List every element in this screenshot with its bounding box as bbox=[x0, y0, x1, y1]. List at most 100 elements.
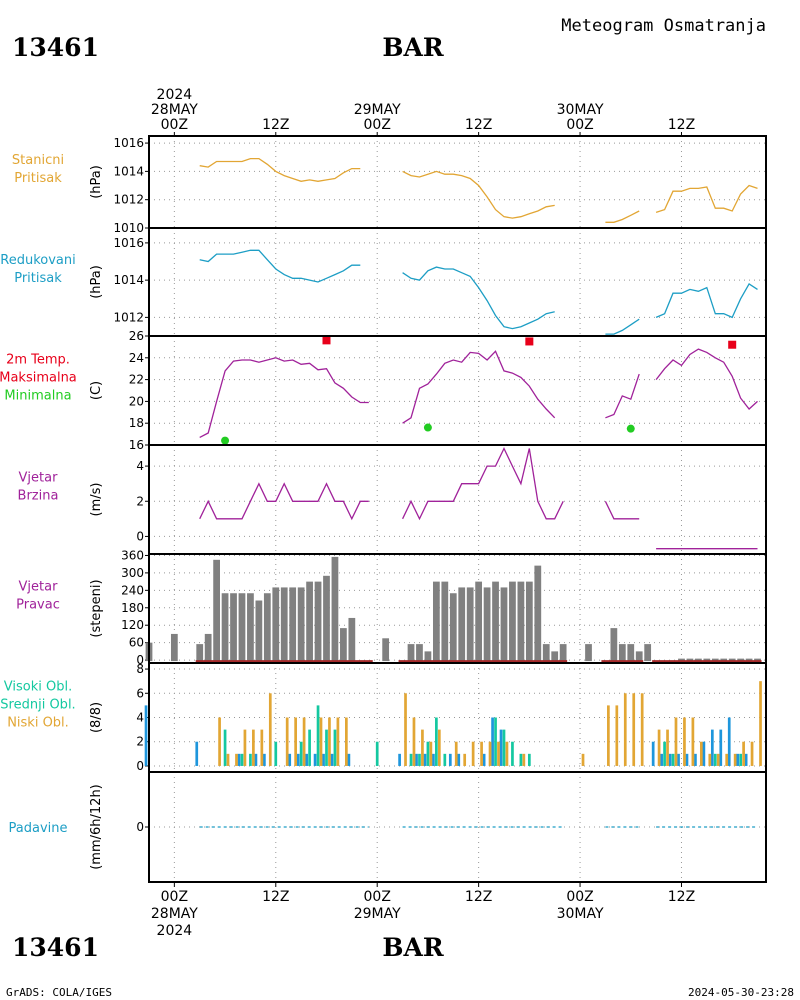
panel-title: Pritisak bbox=[14, 171, 62, 186]
series-line bbox=[199, 482, 369, 521]
cloud-bar bbox=[336, 717, 340, 766]
time-label-top: 12Z bbox=[465, 117, 492, 133]
direction-bar bbox=[170, 633, 178, 662]
series-line bbox=[199, 249, 361, 283]
direction-bar bbox=[618, 644, 626, 662]
cloud-bar bbox=[736, 753, 740, 766]
cloud-bar bbox=[750, 741, 754, 766]
direction-bar bbox=[466, 587, 474, 662]
direction-bar bbox=[441, 581, 449, 662]
panel-frame bbox=[148, 135, 767, 229]
cloud-bar bbox=[347, 753, 351, 766]
cloud-bar bbox=[691, 717, 695, 766]
min-temp-marker bbox=[626, 424, 635, 433]
cloud-bar bbox=[316, 705, 320, 766]
direction-bar bbox=[627, 644, 635, 662]
direction-bar bbox=[711, 658, 719, 662]
cloud-bar bbox=[296, 753, 300, 766]
direction-bar bbox=[492, 581, 499, 662]
cloud-bar bbox=[237, 753, 241, 766]
cloud-bar bbox=[305, 753, 308, 766]
cloud-bar bbox=[330, 753, 334, 766]
time-label-top: 2024 bbox=[157, 87, 193, 103]
y-tick-label: 18 bbox=[129, 416, 144, 430]
y-tick-label: 24 bbox=[129, 351, 144, 365]
direction-bar bbox=[196, 644, 204, 662]
cloud-bar bbox=[260, 729, 264, 766]
cloud-bar bbox=[288, 753, 292, 766]
cloud-bar bbox=[285, 717, 289, 766]
series-line bbox=[402, 350, 556, 424]
cloud-bar bbox=[404, 693, 407, 766]
direction-bar bbox=[280, 587, 288, 662]
cloud-bar bbox=[448, 753, 452, 766]
cloud-bar bbox=[581, 753, 585, 766]
direction-bar bbox=[610, 628, 618, 662]
cloud-bar bbox=[457, 753, 461, 766]
cloud-bar bbox=[313, 753, 317, 766]
cloud-bar bbox=[328, 717, 331, 766]
y-axis-label: (stepeni) bbox=[89, 579, 104, 637]
y-tick-label: 1016 bbox=[113, 136, 144, 150]
y-tick-label: 6 bbox=[136, 686, 144, 700]
cloud-bar bbox=[660, 753, 663, 766]
panel-title: Visoki Obl. bbox=[4, 680, 72, 695]
y-tick-label: 240 bbox=[121, 583, 144, 597]
direction-bar bbox=[416, 644, 423, 662]
series-line bbox=[655, 282, 758, 319]
direction-bar bbox=[221, 593, 229, 662]
direction-bar bbox=[695, 658, 702, 662]
y-tick-label: 4 bbox=[136, 711, 144, 725]
panel-title: Padavine bbox=[9, 821, 68, 836]
direction-bar bbox=[263, 593, 271, 662]
y-tick-label: 1016 bbox=[113, 236, 144, 250]
cloud-bar bbox=[519, 753, 523, 766]
cloud-bar bbox=[144, 705, 148, 766]
panel-wind_direction: 0 60 120 180 240 300 360 Vjetar Pravac (stepeni) bbox=[16, 548, 767, 667]
direction-bar bbox=[213, 559, 220, 662]
panel-frame bbox=[148, 335, 767, 446]
cloud-bar bbox=[685, 753, 689, 766]
panel-title: Vjetar bbox=[19, 580, 59, 595]
direction-bar bbox=[247, 593, 254, 662]
y-tick-label: 360 bbox=[121, 548, 144, 562]
y-tick-label: 300 bbox=[121, 566, 144, 580]
y-tick-label: 1010 bbox=[113, 221, 144, 235]
cloud-bar bbox=[607, 705, 610, 766]
cloud-bar bbox=[739, 753, 742, 766]
y-tick-label: 60 bbox=[129, 636, 144, 650]
cloud-bar bbox=[615, 705, 619, 766]
cloud-bar bbox=[668, 753, 672, 766]
panel-wind_speed: 0 2 4 Vjetar Brzina (m/s) bbox=[18, 444, 767, 555]
cloud-bar bbox=[657, 729, 661, 766]
cloud-bar bbox=[674, 717, 678, 766]
series-line bbox=[655, 184, 758, 214]
panel-frame bbox=[148, 227, 767, 337]
cloud-bar bbox=[719, 729, 723, 766]
series-line bbox=[605, 318, 640, 335]
cloud-bar bbox=[435, 717, 438, 766]
direction-bar bbox=[559, 644, 567, 662]
cloud-bar bbox=[294, 717, 297, 766]
cloud-bar bbox=[727, 717, 731, 766]
max-temp-marker bbox=[322, 336, 331, 345]
cloud-bar bbox=[302, 717, 306, 766]
cloud-bar bbox=[491, 717, 494, 766]
direction-bar bbox=[483, 587, 491, 662]
y-axis-label: (m/s) bbox=[89, 483, 104, 517]
y-tick-label: 2 bbox=[136, 494, 144, 508]
panel-title: Vjetar bbox=[19, 471, 59, 486]
cloud-bar bbox=[223, 729, 227, 766]
station-name-top: BAR bbox=[382, 33, 444, 62]
panel-title: Stanicni bbox=[12, 153, 64, 168]
direction-bar bbox=[340, 628, 347, 662]
cloud-bar bbox=[713, 753, 717, 766]
meteogram-title: Meteogram Osmatranja bbox=[561, 16, 766, 36]
panel-title: Pravac bbox=[16, 598, 60, 613]
y-axis-label: (8/8) bbox=[89, 702, 104, 733]
cloud-bar bbox=[243, 729, 247, 766]
cloud-bar bbox=[733, 753, 737, 766]
direction-bar bbox=[230, 593, 237, 662]
cloud-bar bbox=[375, 741, 379, 766]
